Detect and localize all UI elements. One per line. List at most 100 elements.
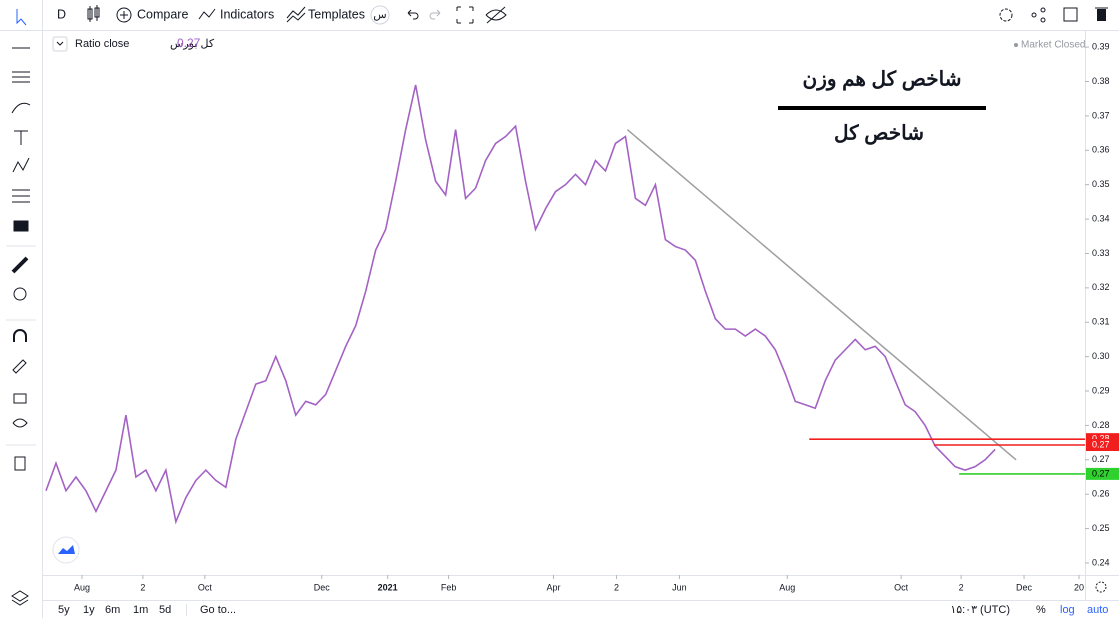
text-tool[interactable] <box>14 130 28 145</box>
log-toggle[interactable]: log <box>1060 604 1075 616</box>
y-tick-label: 0.36 <box>1092 145 1110 155</box>
legend-symbol: کل بورس <box>170 38 215 50</box>
y-tick-label: 0.26 <box>1092 489 1110 499</box>
interval-button[interactable]: D <box>57 7 66 21</box>
fullscreen-icon[interactable] <box>456 6 474 24</box>
compare-button[interactable]: Compare <box>137 7 188 21</box>
snapshot-icon[interactable] <box>1063 7 1078 22</box>
x-tick-label: Feb <box>441 582 457 592</box>
x-tick-label: Dec <box>314 582 331 592</box>
price-line <box>45 84 996 525</box>
y-tick-label: 0.37 <box>1092 110 1110 120</box>
range-button[interactable]: 1m <box>133 604 148 616</box>
cursor-tool[interactable] <box>16 9 27 26</box>
hide-icon[interactable] <box>485 6 507 24</box>
goto-button[interactable]: Go to... <box>200 604 236 616</box>
y-tick-label: 0.25 <box>1092 523 1110 533</box>
range-button[interactable]: 1y <box>83 604 95 616</box>
delete-icon[interactable] <box>1097 9 1106 21</box>
percent-toggle[interactable]: % <box>1036 604 1046 616</box>
logo[interactable] <box>52 536 80 564</box>
brush-tool[interactable] <box>11 102 31 114</box>
x-tick-label: Oct <box>198 582 213 592</box>
price-label-bg <box>1086 467 1119 480</box>
y-tick-label: 0.29 <box>1092 385 1110 395</box>
prediction-tool[interactable] <box>12 189 30 203</box>
templates-button[interactable]: Templates <box>308 7 365 21</box>
legend-collapse-arrow <box>56 41 64 46</box>
market-status: Market Closed <box>1021 40 1085 51</box>
legend-name: Ratio close <box>75 38 129 50</box>
fib-tool[interactable] <box>12 71 30 83</box>
settings-icon[interactable] <box>999 8 1013 22</box>
compare-icon[interactable] <box>116 7 132 23</box>
ratio-bar <box>778 106 986 110</box>
price-label: 0.27 <box>1092 468 1110 478</box>
y-tick-label: 0.39 <box>1092 42 1110 52</box>
y-tick-label: 0.33 <box>1092 248 1110 258</box>
language-circle[interactable] <box>370 5 390 25</box>
left-tools <box>6 9 36 606</box>
range-button[interactable]: 5y <box>58 604 70 616</box>
language-button[interactable]: س <box>373 9 386 21</box>
y-tick-label: 0.31 <box>1092 317 1110 327</box>
legend-collapse[interactable] <box>52 36 68 52</box>
visibility-tool[interactable] <box>12 418 28 428</box>
undo-icon[interactable] <box>407 9 419 20</box>
plot: 0.240.250.260.270.280.290.300.310.320.33… <box>45 42 1119 592</box>
x-tick-label: 2 <box>140 582 145 592</box>
object-tree-tool[interactable] <box>11 590 29 606</box>
price-label: 0.27 <box>1092 439 1110 449</box>
ruler-tool[interactable] <box>11 256 29 274</box>
annotation: شاخص کل هم وزن <box>803 68 962 91</box>
icons-tool[interactable] <box>13 220 29 232</box>
y-tick-label: 0.28 <box>1092 420 1110 430</box>
status-dot <box>1014 43 1018 47</box>
bottom-bar: 5y 1y 6m 1m 5d Go to... ۱۵:۰۳ (UTC) % lo… <box>58 604 1108 616</box>
x-tick-label: Oct <box>894 582 909 592</box>
y-tick-label: 0.30 <box>1092 351 1110 361</box>
x-tick-label: Apr <box>547 582 561 592</box>
y-tick-label: 0.38 <box>1092 76 1110 86</box>
pattern-tool[interactable] <box>12 157 30 173</box>
logo-mark <box>58 545 75 554</box>
y-tick-label: 0.35 <box>1092 179 1110 189</box>
clock: ۱۵:۰۳ (UTC) <box>950 604 1010 616</box>
y-tick-label: 0.32 <box>1092 282 1110 292</box>
x-tick-label: 2021 <box>378 582 398 592</box>
range-button[interactable]: 5d <box>159 604 171 616</box>
y-tick-label: 0.34 <box>1092 213 1110 223</box>
annotation: شاخص کل <box>834 122 924 145</box>
zoom-tool[interactable] <box>13 287 27 301</box>
trend-line <box>626 129 1017 461</box>
x-tick-label: Aug <box>779 582 795 592</box>
remove-tool[interactable] <box>14 456 26 471</box>
templates-icon[interactable] <box>286 6 306 23</box>
redo-icon[interactable] <box>429 9 441 20</box>
indicators-icon[interactable] <box>198 8 216 20</box>
range-button[interactable]: 6m <box>105 604 120 616</box>
price-label-bg <box>1086 439 1119 452</box>
indicators-button[interactable]: Indicators <box>220 7 274 21</box>
x-tick-label: 2 <box>614 582 619 592</box>
compare-plus <box>120 11 128 19</box>
x-tick-label: 20 <box>1074 582 1084 592</box>
legend-value: 0.27 <box>177 36 201 50</box>
drawing-mode-tool[interactable] <box>12 359 27 374</box>
x-tick-label: Jun <box>672 582 687 592</box>
x-tick-label: Aug <box>74 582 90 592</box>
lock-tool[interactable] <box>13 393 27 404</box>
chart-type-icon[interactable] <box>87 5 100 22</box>
share-icon[interactable] <box>1031 7 1046 23</box>
axis-settings[interactable] <box>1095 581 1107 593</box>
magnet-tool[interactable] <box>13 329 27 342</box>
x-tick-label: Dec <box>1016 582 1033 592</box>
x-tick-label: 2 <box>959 582 964 592</box>
y-tick-label: 0.27 <box>1092 454 1110 464</box>
auto-toggle[interactable]: auto <box>1087 604 1108 616</box>
price-label: 0.28 <box>1092 434 1110 444</box>
y-tick-label: 0.24 <box>1092 557 1110 567</box>
